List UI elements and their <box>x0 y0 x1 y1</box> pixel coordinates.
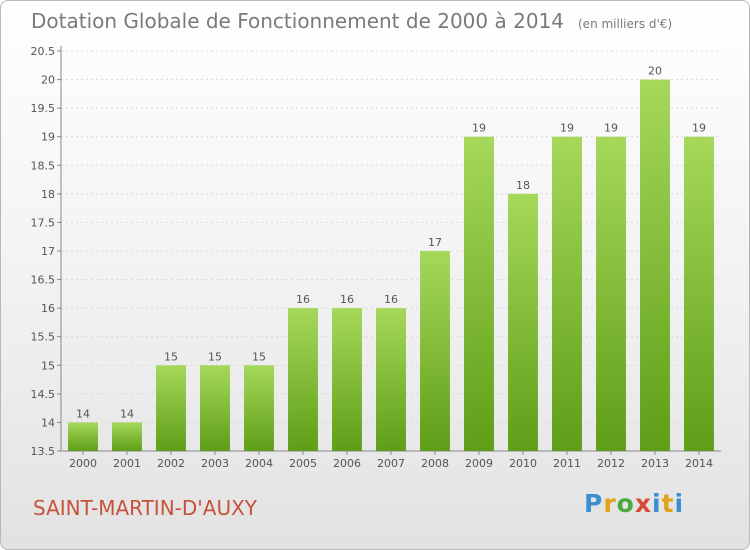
bar <box>464 136 494 451</box>
bar <box>244 365 274 451</box>
y-tick-label: 19 <box>41 131 55 144</box>
data-label: 19 <box>604 122 618 135</box>
y-tick-label: 14 <box>41 416 55 429</box>
data-label: 16 <box>296 293 310 306</box>
data-label: 18 <box>516 179 530 192</box>
bar <box>684 136 714 451</box>
chart-title: Dotation Globale de Fonctionnement de 20… <box>31 9 564 33</box>
y-tick-label: 20 <box>41 74 55 87</box>
data-label: 19 <box>692 122 706 135</box>
x-tick-label: 2013 <box>641 457 669 470</box>
x-tick-label: 2011 <box>553 457 581 470</box>
chart-unit: (en milliers d'€) <box>578 17 673 31</box>
x-tick-label: 2001 <box>113 457 141 470</box>
bar <box>508 193 538 451</box>
chart-title-block: Dotation Globale de Fonctionnement de 20… <box>31 9 672 33</box>
y-tick-label: 18 <box>41 188 55 201</box>
data-label: 16 <box>340 293 354 306</box>
bar <box>420 251 450 451</box>
data-labels: 14 14 15 15 15 16 16 16 17 19 18 19 19 20 19 <box>76 65 706 421</box>
y-tick-label: 16.5 <box>31 274 56 287</box>
y-tick-label: 18.5 <box>31 159 56 172</box>
x-tick-label: 2010 <box>509 457 537 470</box>
x-tick-label: 2008 <box>421 457 449 470</box>
data-label: 17 <box>428 236 442 249</box>
bar <box>200 365 230 451</box>
x-tick-label: 2014 <box>685 457 713 470</box>
bar <box>332 308 362 451</box>
x-tick-label: 2012 <box>597 457 625 470</box>
y-tick-label: 15.5 <box>31 331 56 344</box>
y-tick-label: 20.5 <box>31 45 56 58</box>
bar <box>112 422 142 451</box>
x-tick-label: 2005 <box>289 457 317 470</box>
data-label: 20 <box>648 65 662 78</box>
data-label: 19 <box>560 122 574 135</box>
x-tick-label: 2006 <box>333 457 361 470</box>
y-tick-label: 17 <box>41 245 55 258</box>
bar <box>68 422 98 451</box>
data-label: 14 <box>76 407 90 420</box>
y-tick-label: 15 <box>41 359 55 372</box>
bar <box>596 136 626 451</box>
bar <box>376 308 406 451</box>
bar <box>156 365 186 451</box>
y-tick-label: 19.5 <box>31 102 56 115</box>
data-label: 15 <box>208 350 222 363</box>
bar <box>640 79 670 452</box>
x-tick-label: 2002 <box>157 457 185 470</box>
y-tick-label: 13.5 <box>31 445 56 458</box>
bar <box>288 308 318 451</box>
y-tick-label: 17.5 <box>31 216 56 229</box>
x-tick-label: 2007 <box>377 457 405 470</box>
data-label: 16 <box>384 293 398 306</box>
proxiti-logo: Proxiti <box>584 489 685 518</box>
data-label: 14 <box>120 407 134 420</box>
data-label: 15 <box>252 350 266 363</box>
x-tick-label: 2009 <box>465 457 493 470</box>
bar <box>552 136 582 451</box>
x-tick-label: 2004 <box>245 457 273 470</box>
y-tick-label: 14.5 <box>31 388 56 401</box>
x-tick-label: 2003 <box>201 457 229 470</box>
data-label: 19 <box>472 122 486 135</box>
data-label: 15 <box>164 350 178 363</box>
y-tick-label: 16 <box>41 302 55 315</box>
bars <box>68 79 714 452</box>
x-tick-label: 2000 <box>69 457 97 470</box>
commune-name: SAINT-MARTIN-D'AUXY <box>33 496 258 520</box>
